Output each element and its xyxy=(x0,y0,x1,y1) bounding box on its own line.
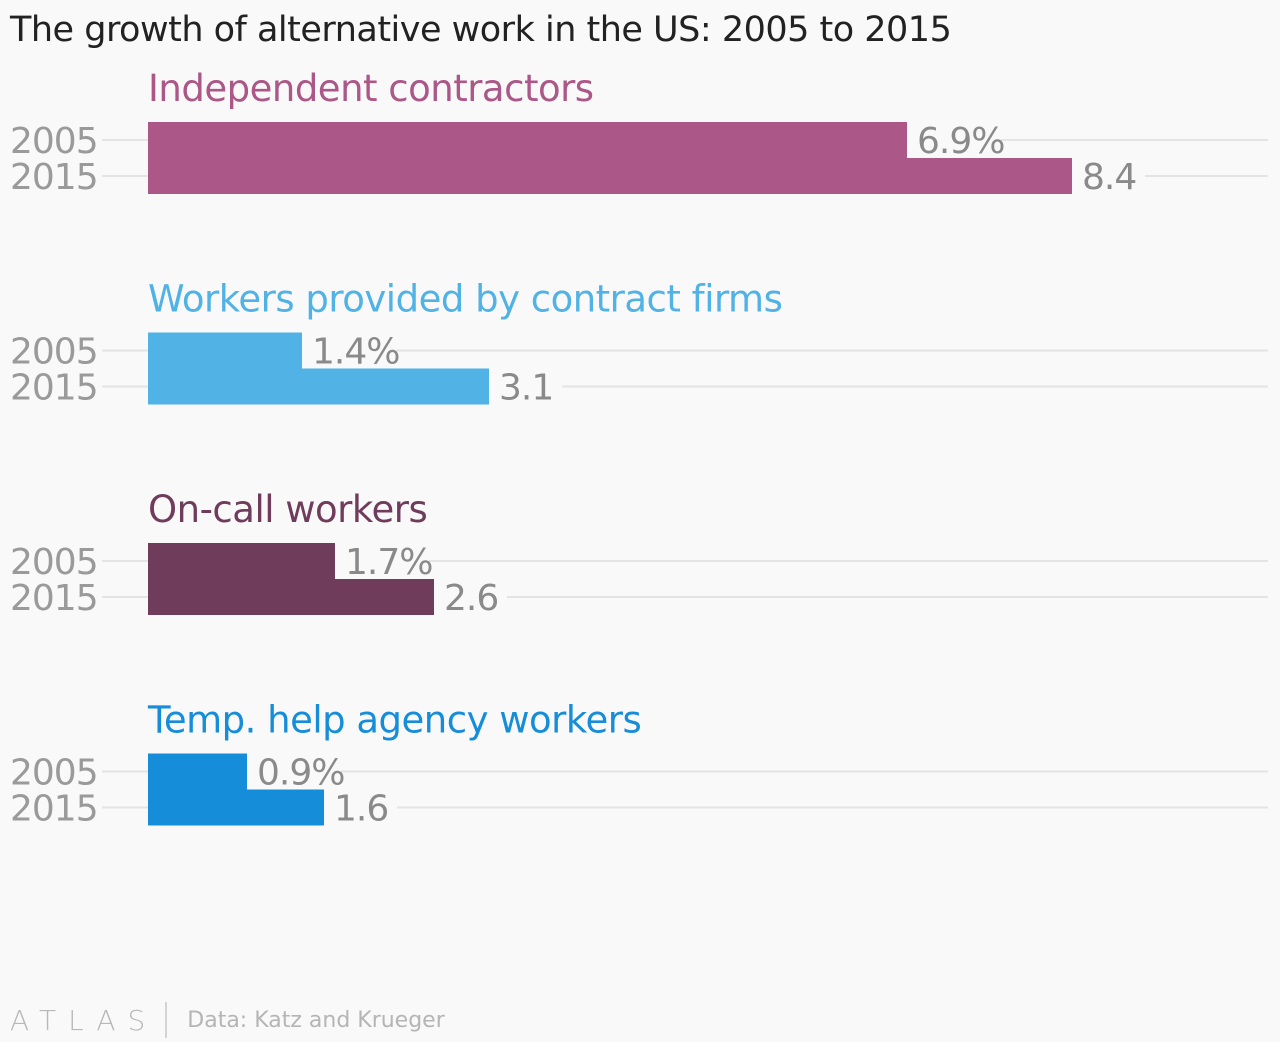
group-3-value-2015: 2.6 xyxy=(444,578,498,619)
group-4-value-2015: 1.6 xyxy=(334,789,388,830)
group-3-value-2005: 1.7% xyxy=(345,542,432,583)
group-2-bar-2005 xyxy=(148,332,302,369)
group-2-year-2015: 2015 xyxy=(10,368,98,409)
group-1-title: Independent contractors xyxy=(148,67,594,110)
source-note: Data: Katz and Krueger xyxy=(187,1007,445,1033)
brand-logo: ATLAS xyxy=(10,1003,158,1037)
group-1-bar-2015-overlay xyxy=(148,158,1072,194)
group-4-title: Temp. help agency workers xyxy=(147,699,641,742)
group-4-year-2005: 2005 xyxy=(10,753,98,794)
chart-title: The growth of alternative work in the US… xyxy=(10,10,952,50)
footer: ATLAS Data: Katz and Krueger xyxy=(10,1002,445,1038)
group-2-label-bg-2015 xyxy=(489,368,562,405)
group-4-label-bg-2005 xyxy=(247,753,341,790)
group-1-value-2005: 6.9% xyxy=(917,121,1004,162)
group-3-title: On-call workers xyxy=(148,488,427,531)
group-2-year-2005: 2005 xyxy=(10,332,98,373)
group-4-bar-2005 xyxy=(148,753,247,790)
footer-divider xyxy=(165,1002,168,1038)
group-2-title: Workers provided by contract firms xyxy=(148,278,782,321)
group-2-bar-2015-overlay xyxy=(148,368,489,405)
group-4-year-2015: 2015 xyxy=(10,789,98,830)
group-1-value-2015: 8.4 xyxy=(1082,157,1136,198)
group-3-year-2005: 2005 xyxy=(10,542,98,583)
group-2-value-2015: 3.1 xyxy=(499,368,553,409)
group-1-year-2015: 2015 xyxy=(10,157,98,198)
group-1-bar-2005 xyxy=(148,122,907,158)
group-3-bar-2015-overlay xyxy=(148,579,434,615)
group-4-bar-2015-overlay xyxy=(148,789,324,826)
group-2-value-2005: 1.4% xyxy=(312,332,399,373)
group-4-value-2005: 0.9% xyxy=(257,753,344,794)
group-3-bar-2005 xyxy=(148,543,335,579)
group-3-label-bg-2005 xyxy=(335,543,429,579)
group-3-year-2015: 2015 xyxy=(10,578,98,619)
group-4-label-bg-2015 xyxy=(324,789,397,826)
group-3-label-bg-2015 xyxy=(434,579,507,615)
group-1-year-2005: 2005 xyxy=(10,121,98,162)
group-2-label-bg-2005 xyxy=(302,332,396,369)
bar-chart: Independent contractors200520156.9%8.4Wo… xyxy=(10,67,1268,830)
group-1-label-bg-2005 xyxy=(907,122,1001,158)
group-1-label-bg-2015 xyxy=(1072,158,1145,194)
